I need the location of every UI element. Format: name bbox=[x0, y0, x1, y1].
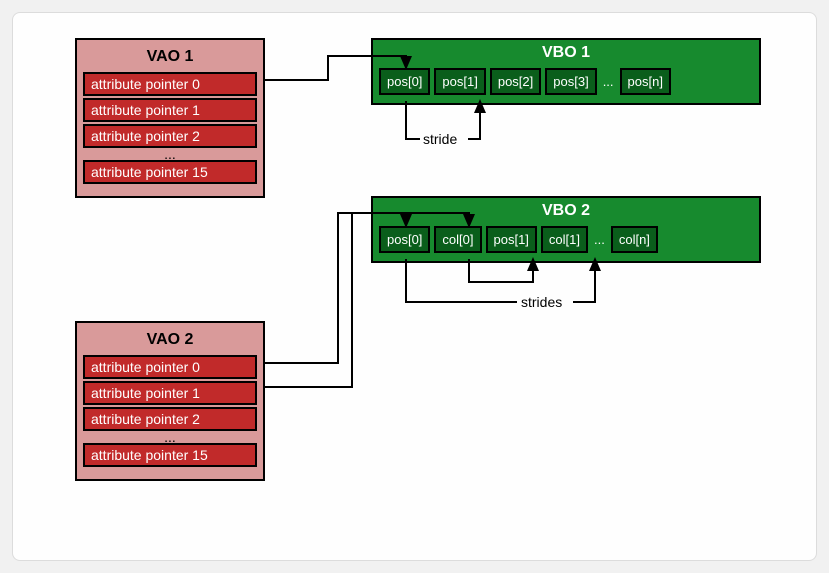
vao1-attr-2: attribute pointer 2 bbox=[83, 124, 257, 148]
vbo1-ellipsis: ... bbox=[601, 74, 616, 89]
vbo1-cell-2: pos[2] bbox=[490, 68, 541, 95]
vao1-attr-15: attribute pointer 15 bbox=[83, 160, 257, 184]
diagram-canvas: VAO 1 attribute pointer 0 attribute poin… bbox=[12, 12, 817, 561]
vbo1-row: pos[0] pos[1] pos[2] pos[3] ... pos[n] bbox=[379, 68, 753, 95]
vbo2-cell-2: pos[1] bbox=[486, 226, 537, 253]
vbo1-title: VBO 1 bbox=[379, 44, 753, 62]
vbo1-cell-n: pos[n] bbox=[620, 68, 671, 95]
stride-label: stride bbox=[423, 131, 457, 147]
vbo2-box: VBO 2 pos[0] col[0] pos[1] col[1] ... co… bbox=[371, 196, 761, 263]
vao2-attr-0: attribute pointer 0 bbox=[83, 355, 257, 379]
vao1-attr-ellipsis: ... bbox=[83, 150, 257, 160]
vao2-box: VAO 2 attribute pointer 0 attribute poin… bbox=[75, 321, 265, 481]
strides-label: strides bbox=[521, 294, 562, 310]
vbo1-cell-1: pos[1] bbox=[434, 68, 485, 95]
vbo2-ellipsis: ... bbox=[592, 232, 607, 247]
vao1-attr-0: attribute pointer 0 bbox=[83, 72, 257, 96]
vbo2-row: pos[0] col[0] pos[1] col[1] ... col[n] bbox=[379, 226, 753, 253]
vao1-title: VAO 1 bbox=[83, 48, 257, 66]
vao2-title: VAO 2 bbox=[83, 331, 257, 349]
vao2-attr-1: attribute pointer 1 bbox=[83, 381, 257, 405]
vao2-attr-ellipsis: ... bbox=[83, 433, 257, 443]
vbo2-cell-3: col[1] bbox=[541, 226, 588, 253]
vbo2-cell-0: pos[0] bbox=[379, 226, 430, 253]
vao2-attr-2: attribute pointer 2 bbox=[83, 407, 257, 431]
vbo1-cell-3: pos[3] bbox=[545, 68, 596, 95]
vbo2-cell-1: col[0] bbox=[434, 226, 481, 253]
vbo1-box: VBO 1 pos[0] pos[1] pos[2] pos[3] ... po… bbox=[371, 38, 761, 105]
vbo2-title: VBO 2 bbox=[379, 202, 753, 220]
vao1-attr-1: attribute pointer 1 bbox=[83, 98, 257, 122]
vbo2-cell-n: col[n] bbox=[611, 226, 658, 253]
vbo1-cell-0: pos[0] bbox=[379, 68, 430, 95]
vao2-attr-15: attribute pointer 15 bbox=[83, 443, 257, 467]
vao1-box: VAO 1 attribute pointer 0 attribute poin… bbox=[75, 38, 265, 198]
